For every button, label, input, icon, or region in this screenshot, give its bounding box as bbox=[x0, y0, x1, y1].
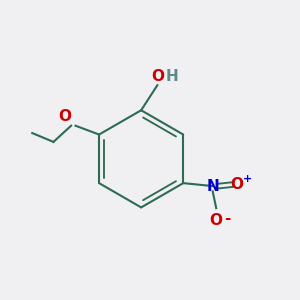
Text: O: O bbox=[210, 213, 223, 228]
Text: -: - bbox=[224, 211, 231, 226]
Text: H: H bbox=[165, 69, 178, 84]
Text: +: + bbox=[242, 174, 252, 184]
Text: O: O bbox=[58, 109, 71, 124]
Text: O: O bbox=[152, 69, 164, 84]
Text: O: O bbox=[230, 177, 243, 192]
Text: N: N bbox=[206, 178, 219, 194]
